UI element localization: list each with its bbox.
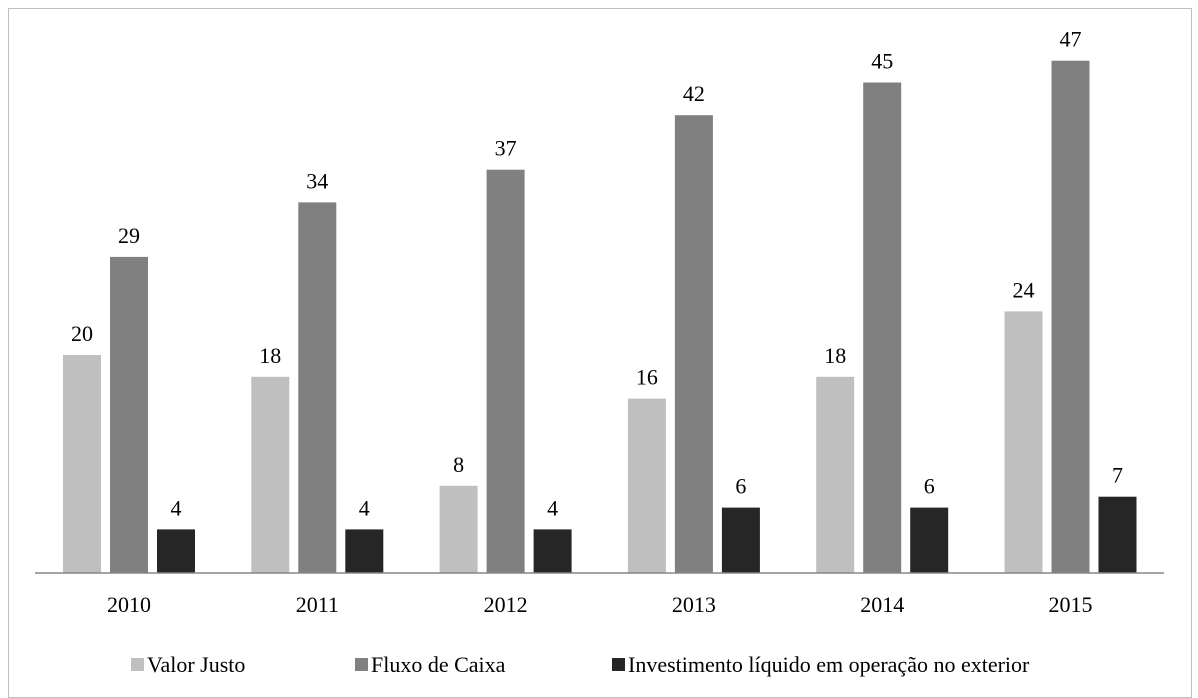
x-tick-labels-layer: 2010 2011 2012 2013 2014 2015 bbox=[107, 592, 1093, 617]
x-tick-label-2011: 2011 bbox=[296, 592, 339, 617]
data-label-2014-series-1: 45 bbox=[871, 49, 893, 74]
data-label-2012-series-2: 4 bbox=[547, 495, 558, 520]
bar-2013-series-1 bbox=[674, 115, 713, 573]
data-label-2011-series-0: 18 bbox=[259, 343, 281, 368]
x-tick-label-2012: 2012 bbox=[484, 592, 528, 617]
x-tick-label-2015: 2015 bbox=[1049, 592, 1093, 617]
data-label-2015-series-0: 24 bbox=[1013, 277, 1035, 302]
bar-2015-series-1 bbox=[1051, 60, 1090, 573]
bar-2011-series-1 bbox=[298, 202, 337, 573]
data-label-2010-series-1: 29 bbox=[118, 223, 140, 248]
data-label-2012-series-0: 8 bbox=[453, 452, 464, 477]
data-labels-layer: 20 29 4 18 34 4 8 37 4 16 42 6 18 45 6 24 47 7 bbox=[71, 27, 1123, 521]
bar-2012-series-1 bbox=[486, 169, 525, 573]
bar-2015-series-2 bbox=[1098, 496, 1137, 573]
bar-2014-series-1 bbox=[863, 82, 902, 573]
data-label-2015-series-2: 7 bbox=[1112, 463, 1123, 488]
x-tick-label-2010: 2010 bbox=[107, 592, 151, 617]
bar-2010-series-0 bbox=[63, 355, 101, 573]
bar-2014-series-0 bbox=[816, 376, 855, 573]
bar-2013-series-0 bbox=[627, 398, 666, 573]
bar-2010-series-1 bbox=[110, 256, 148, 573]
bars-layer bbox=[63, 60, 1137, 573]
data-label-2013-series-2: 6 bbox=[735, 474, 746, 499]
legend-label-series-0: Valor Justo bbox=[147, 652, 245, 677]
data-label-2013-series-0: 16 bbox=[636, 365, 658, 390]
bar-2010-series-2 bbox=[157, 529, 195, 573]
data-label-2015-series-1: 47 bbox=[1060, 27, 1082, 52]
legend: Valor Justo Fluxo de Caixa Investimento lí… bbox=[131, 652, 1030, 677]
legend-swatch-series-1 bbox=[355, 658, 368, 671]
legend-label-series-1: Fluxo de Caixa bbox=[371, 652, 506, 677]
legend-label-series-2: Investimento líquido em operação no exte… bbox=[628, 652, 1030, 677]
bar-2014-series-2 bbox=[910, 507, 949, 573]
data-label-2013-series-1: 42 bbox=[683, 81, 705, 106]
x-tick-label-2013: 2013 bbox=[672, 592, 716, 617]
bar-2015-series-0 bbox=[1004, 311, 1043, 573]
x-tick-label-2014: 2014 bbox=[860, 592, 904, 617]
data-label-2010-series-2: 4 bbox=[171, 495, 182, 520]
data-label-2014-series-2: 6 bbox=[924, 474, 935, 499]
legend-swatch-series-0 bbox=[131, 658, 144, 671]
data-label-2011-series-1: 34 bbox=[306, 168, 328, 193]
bar-2011-series-2 bbox=[345, 529, 384, 573]
data-label-2014-series-0: 18 bbox=[824, 343, 846, 368]
bar-2012-series-0 bbox=[439, 485, 478, 573]
bar-2013-series-2 bbox=[721, 507, 760, 573]
data-label-2012-series-1: 37 bbox=[495, 136, 517, 161]
bar-2011-series-0 bbox=[251, 376, 290, 573]
data-label-2010-series-0: 20 bbox=[71, 321, 93, 346]
data-label-2011-series-2: 4 bbox=[359, 495, 370, 520]
legend-swatch-series-2 bbox=[612, 658, 625, 671]
bar-2012-series-2 bbox=[533, 529, 572, 573]
